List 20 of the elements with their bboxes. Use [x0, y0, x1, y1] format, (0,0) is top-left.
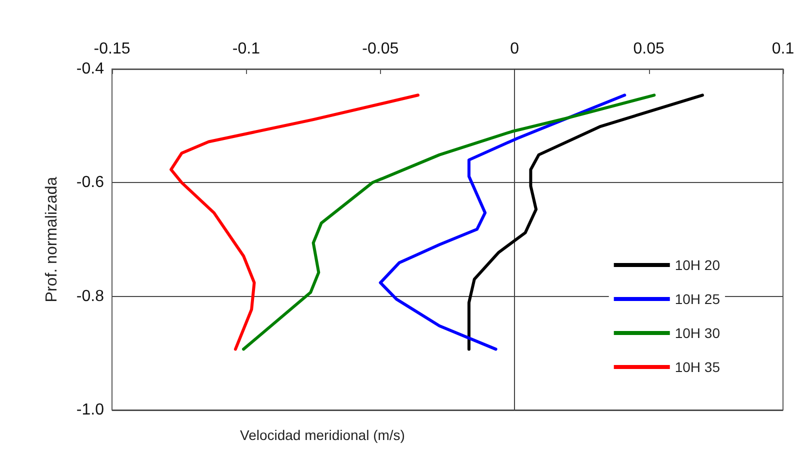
x-tick-label: 0.05 [633, 40, 664, 58]
line-series [467, 94, 704, 351]
line-series [242, 94, 656, 351]
x-tick-label: -0.05 [362, 40, 399, 58]
y-tick-label: -1.0 [76, 402, 104, 418]
legend-label: 10H 25 [674, 291, 720, 307]
x-tick-label: 0.1 [772, 40, 794, 58]
legend-label: 10H 35 [674, 359, 720, 375]
legend-label: 10H 20 [674, 257, 720, 273]
x-tick-label: -0.15 [94, 40, 130, 58]
line-series [170, 94, 420, 351]
line-series [378, 94, 626, 351]
y-tick-label: -0.6 [76, 174, 104, 192]
y-tick-label: -0.8 [76, 288, 104, 305]
x-axis-title: Velocidad meridional (m/s) [240, 427, 405, 443]
y-axis-title: Prof. normalizada [44, 176, 60, 302]
legend-label: 10H 30 [674, 325, 720, 341]
x-tick-label: 0 [510, 40, 520, 58]
y-tick-label: -0.4 [76, 60, 104, 78]
x-tick-label: -0.1 [232, 40, 260, 58]
